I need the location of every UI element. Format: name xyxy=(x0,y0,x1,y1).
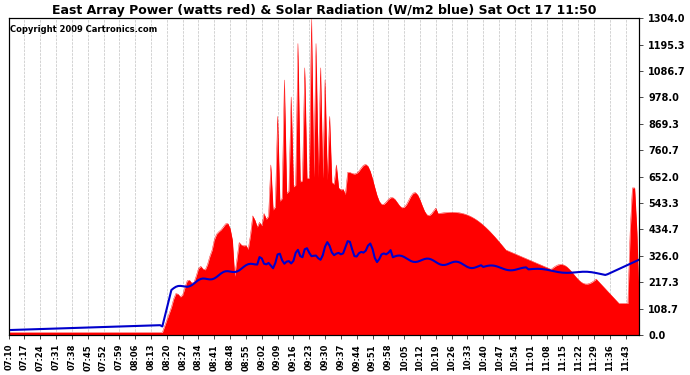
Title: East Array Power (watts red) & Solar Radiation (W/m2 blue) Sat Oct 17 11:50: East Array Power (watts red) & Solar Rad… xyxy=(52,4,596,17)
Text: Copyright 2009 Cartronics.com: Copyright 2009 Cartronics.com xyxy=(10,25,157,34)
